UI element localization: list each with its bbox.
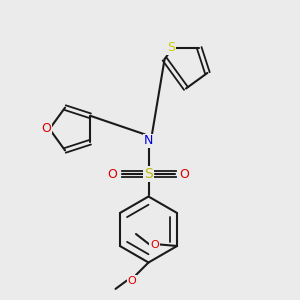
Text: O: O (128, 275, 136, 286)
Text: O: O (108, 167, 117, 181)
Text: S: S (167, 41, 175, 54)
Text: N: N (144, 134, 153, 148)
Text: O: O (42, 122, 51, 136)
Text: O: O (150, 239, 159, 250)
Text: S: S (144, 167, 153, 181)
Text: O: O (180, 167, 189, 181)
